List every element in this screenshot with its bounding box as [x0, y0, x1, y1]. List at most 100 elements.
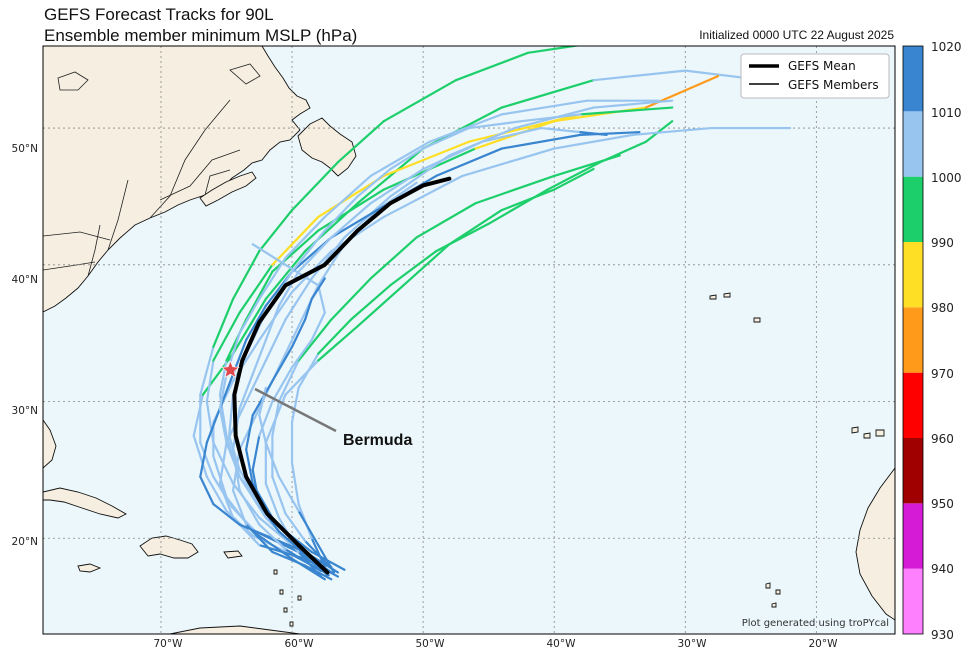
track-segment [238, 373, 254, 410]
track-segment [598, 140, 648, 164]
bermuda-pointer-line [254, 387, 337, 433]
colorbar-label: 970 [931, 367, 954, 381]
track-segment [448, 208, 503, 246]
track-segment [258, 386, 267, 417]
track-segment [317, 318, 353, 355]
azores-islands [709, 292, 761, 323]
track-segment [467, 120, 523, 130]
track-segment [369, 140, 431, 178]
interior-boundaries [43, 63, 261, 277]
colorbar-label: 1020 [931, 40, 962, 54]
track-segment [382, 140, 471, 178]
track-segment [192, 393, 205, 437]
track-segment [251, 243, 287, 266]
track-segment [290, 338, 313, 369]
florida-landmass [43, 419, 57, 469]
track-segment [382, 174, 464, 219]
track-segment [264, 250, 307, 301]
track-segment [461, 147, 556, 178]
colorbar-bin [903, 242, 923, 308]
track-segment [422, 126, 471, 150]
newfoundland-landmass [297, 117, 357, 177]
colorbar-label: 1000 [931, 171, 962, 185]
track-segment [245, 448, 254, 485]
track-segment [258, 516, 294, 547]
colorbar-bin [903, 372, 923, 438]
lon-tick: 20°W [809, 638, 839, 650]
track-segment [304, 564, 333, 581]
track-segment [271, 215, 320, 266]
track-segment [231, 250, 261, 301]
track-segment [428, 113, 503, 143]
track-segment [323, 174, 372, 219]
track-segment [245, 414, 254, 451]
colorbar-label: 980 [931, 301, 954, 315]
lat-tick: 20°N [12, 536, 38, 548]
track-segment [415, 202, 477, 239]
cape-verde-islands [765, 582, 781, 608]
track-segment [258, 523, 287, 551]
map-area [43, 46, 895, 634]
track-segment [323, 195, 359, 232]
track-segment [258, 208, 294, 253]
track-segment [258, 414, 267, 444]
track-segment [251, 482, 274, 519]
track-segment [218, 482, 235, 519]
track-segment [481, 126, 543, 143]
track-segment [228, 434, 241, 472]
track-segment [199, 345, 215, 396]
track-segment [192, 434, 208, 478]
colorbar-label: 950 [931, 497, 954, 511]
track-segment [238, 468, 261, 506]
track-segment [212, 311, 241, 362]
lat-tick: 40°N [12, 274, 38, 286]
axis-ticks: 70°W 60°W 50°W 40°W 30°W 20°W 20°N 30°N … [12, 143, 839, 650]
title-block: GEFS Forecast Tracks for 90L Ensemble me… [44, 4, 357, 46]
lon-tick: 40°W [547, 638, 577, 650]
lon-tick: 60°W [285, 638, 315, 650]
track-segment [389, 147, 425, 171]
track-segment [245, 270, 274, 321]
track-segment [454, 51, 530, 82]
track-segment [304, 297, 313, 321]
map-frame [42, 45, 896, 635]
colorbar-bin [903, 438, 923, 504]
track-segment [310, 277, 326, 301]
ensemble-member-track [231, 126, 608, 573]
track-segment [238, 263, 274, 314]
track-segment [218, 359, 228, 396]
south-america-landmass [169, 625, 301, 634]
track-segment [218, 407, 228, 444]
track-segment [356, 147, 425, 205]
track-segment [238, 297, 261, 335]
track-segment [500, 79, 595, 109]
track-segment [264, 441, 281, 478]
track-segment [284, 548, 322, 573]
colorbar-label: 1010 [931, 106, 962, 120]
lat-tick: 30°N [12, 405, 38, 417]
track-segment [553, 133, 634, 150]
ensemble-member-track [245, 277, 326, 570]
puerto-rico-landmass [223, 550, 243, 559]
africa-landmass [855, 467, 895, 621]
track-segment [245, 359, 267, 403]
track-segment [277, 270, 300, 307]
mslp-colorbar [903, 46, 923, 634]
track-segment [231, 297, 267, 355]
track-segment [297, 318, 333, 362]
track-segment [251, 434, 261, 472]
jamaica-landmass [77, 563, 102, 573]
colorbar-frame [902, 45, 924, 635]
track-segment [422, 140, 484, 171]
credit-text: Plot generated using troPYcal [742, 618, 889, 629]
nova-scotia-landmass [199, 171, 257, 207]
track-segment [297, 509, 320, 547]
track-segment [310, 236, 346, 280]
track-segment [205, 407, 222, 444]
track-segment [330, 215, 385, 253]
track-segment [310, 550, 346, 571]
track-segment [474, 174, 556, 205]
chart-title: GEFS Forecast Tracks for 90L [44, 5, 274, 24]
track-segment [271, 475, 287, 515]
